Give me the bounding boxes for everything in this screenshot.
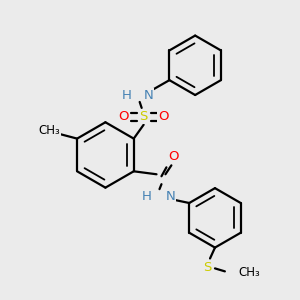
- Text: CH₃: CH₃: [38, 124, 60, 137]
- Text: CH₃: CH₃: [239, 266, 260, 279]
- Text: N: N: [144, 88, 153, 101]
- Text: H: H: [122, 88, 132, 101]
- Text: O: O: [158, 110, 169, 123]
- Text: N: N: [165, 190, 175, 202]
- Text: O: O: [118, 110, 129, 123]
- Text: H: H: [142, 190, 152, 202]
- Text: O: O: [168, 150, 178, 163]
- Text: S: S: [203, 261, 211, 274]
- Text: S: S: [140, 110, 148, 123]
